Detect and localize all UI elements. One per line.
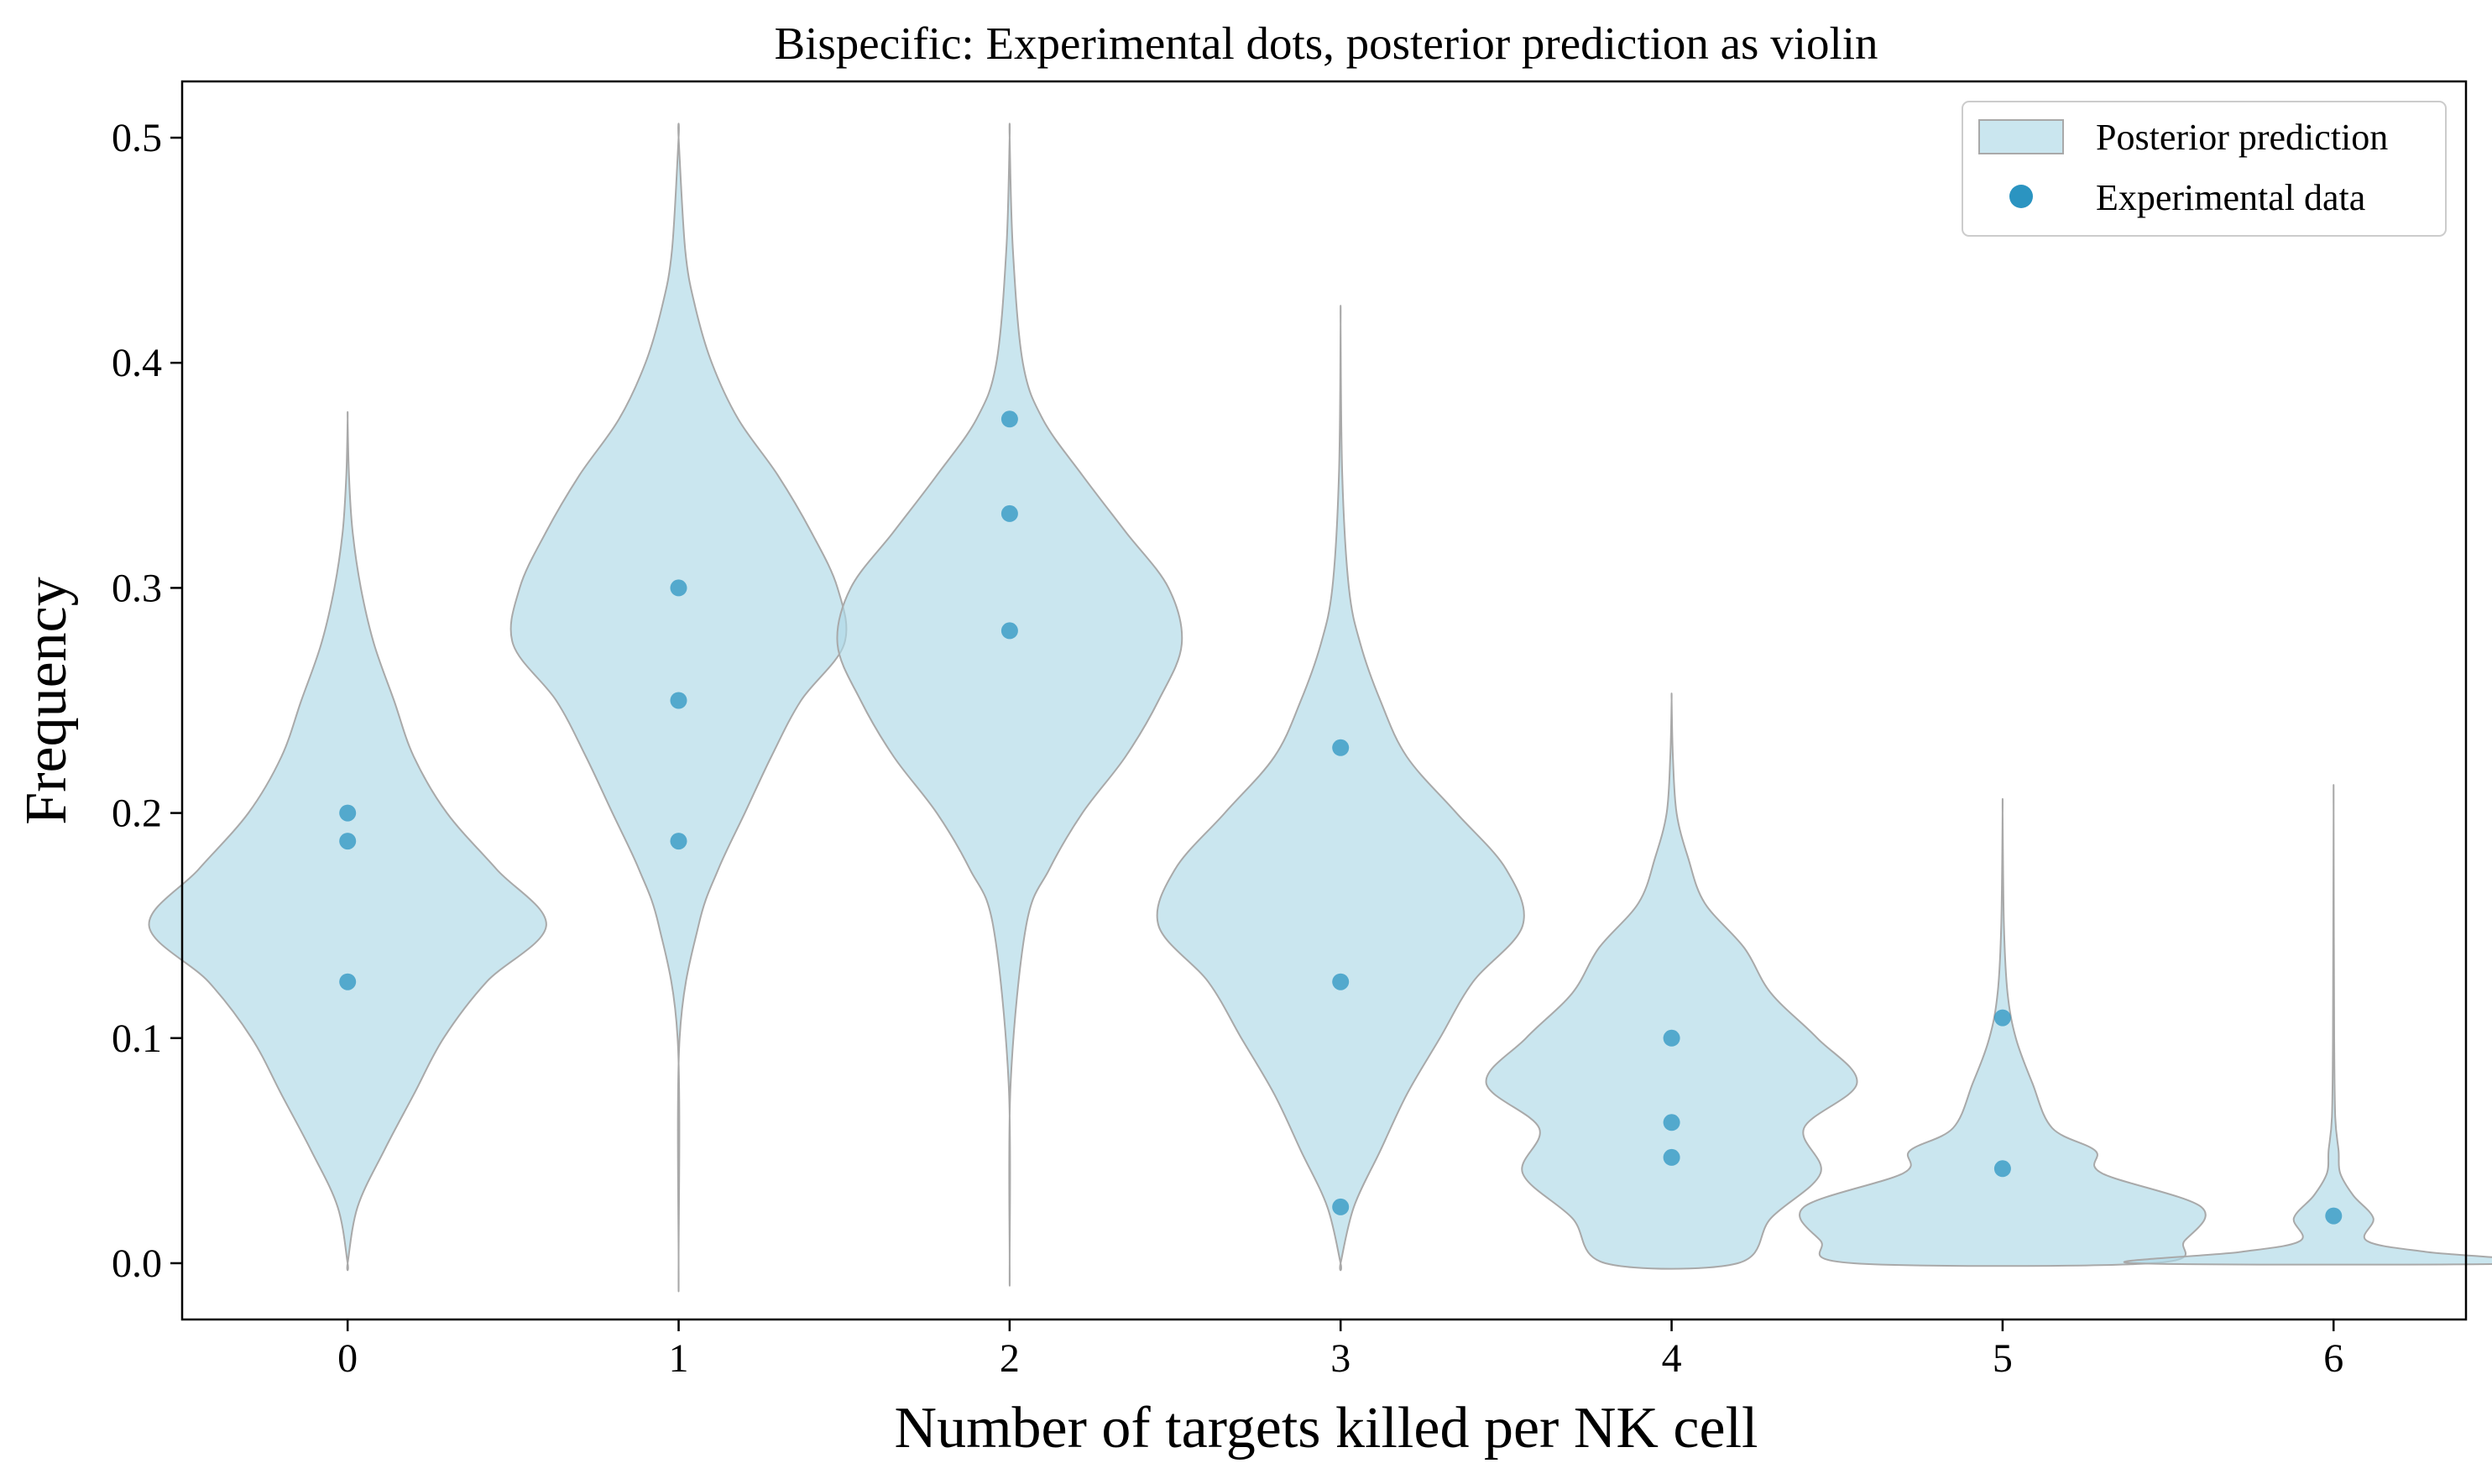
y-tick-label: 0.0: [112, 1241, 162, 1286]
violin-2: [836, 123, 1183, 1287]
data-point-4-12: [1663, 1029, 1680, 1047]
violin-4: [1485, 692, 1858, 1270]
x-axis: 0 1 2 3 4 5 6: [337, 1319, 2343, 1381]
legend-label-posterior: Posterior prediction: [2096, 117, 2388, 158]
x-tick-label: 0: [337, 1336, 358, 1381]
data-point-5-16: [1993, 1160, 2011, 1178]
legend-dot-marker: [2009, 185, 2033, 208]
data-point-2-7: [1000, 504, 1018, 522]
plot-frame: [180, 80, 2468, 1321]
data-point-1-3: [670, 579, 687, 597]
legend: Posterior prediction Experimental data: [1962, 101, 2447, 237]
y-tick-label: 0.5: [112, 116, 162, 160]
data-point-0-2: [339, 973, 357, 990]
y-tick-label: 0.3: [112, 566, 162, 610]
y-axis-label: Frequency: [14, 577, 79, 824]
chart-title: Bispecific: Experimental dots, posterior…: [774, 18, 1878, 69]
data-point-1-4: [670, 692, 687, 709]
data-point-6-17: [2325, 1207, 2343, 1225]
x-tick-label: 4: [1662, 1336, 1682, 1381]
x-tick-label: 3: [1330, 1336, 1350, 1381]
data-point-4-14: [1663, 1148, 1680, 1166]
data-point-2-8: [1000, 622, 1018, 640]
violin-5: [1799, 797, 2207, 1267]
y-tick-label: 0.2: [112, 792, 162, 836]
data-point-0-1: [339, 833, 357, 850]
violin-6: [2124, 784, 2492, 1266]
legend-box: [1962, 101, 2447, 237]
data-point-3-9: [1332, 739, 1350, 756]
data-point-4-13: [1663, 1114, 1680, 1131]
data-point-3-10: [1332, 973, 1350, 990]
data-point-3-11: [1332, 1198, 1350, 1215]
x-tick-label: 5: [1993, 1336, 2013, 1381]
y-tick-label: 0.1: [112, 1016, 162, 1061]
data-point-2-6: [1000, 410, 1018, 428]
x-tick-label: 2: [1000, 1336, 1020, 1381]
x-axis-label: Number of targets killed per NK cell: [895, 1396, 1758, 1460]
violin-3: [1156, 305, 1525, 1272]
y-tick-label: 0.4: [112, 341, 162, 385]
data-point-1-5: [670, 833, 687, 850]
legend-violin-swatch: [1978, 119, 2064, 154]
x-tick-label: 6: [2323, 1336, 2343, 1381]
legend-label-experimental: Experimental data: [2096, 177, 2365, 218]
data-point-5-15: [1993, 1009, 2011, 1027]
x-tick-label: 1: [669, 1336, 689, 1381]
points-layer: [339, 410, 2343, 1225]
y-axis: 0.0 0.1 0.2 0.3 0.4 0.5: [112, 116, 182, 1286]
data-point-0-0: [339, 804, 357, 822]
